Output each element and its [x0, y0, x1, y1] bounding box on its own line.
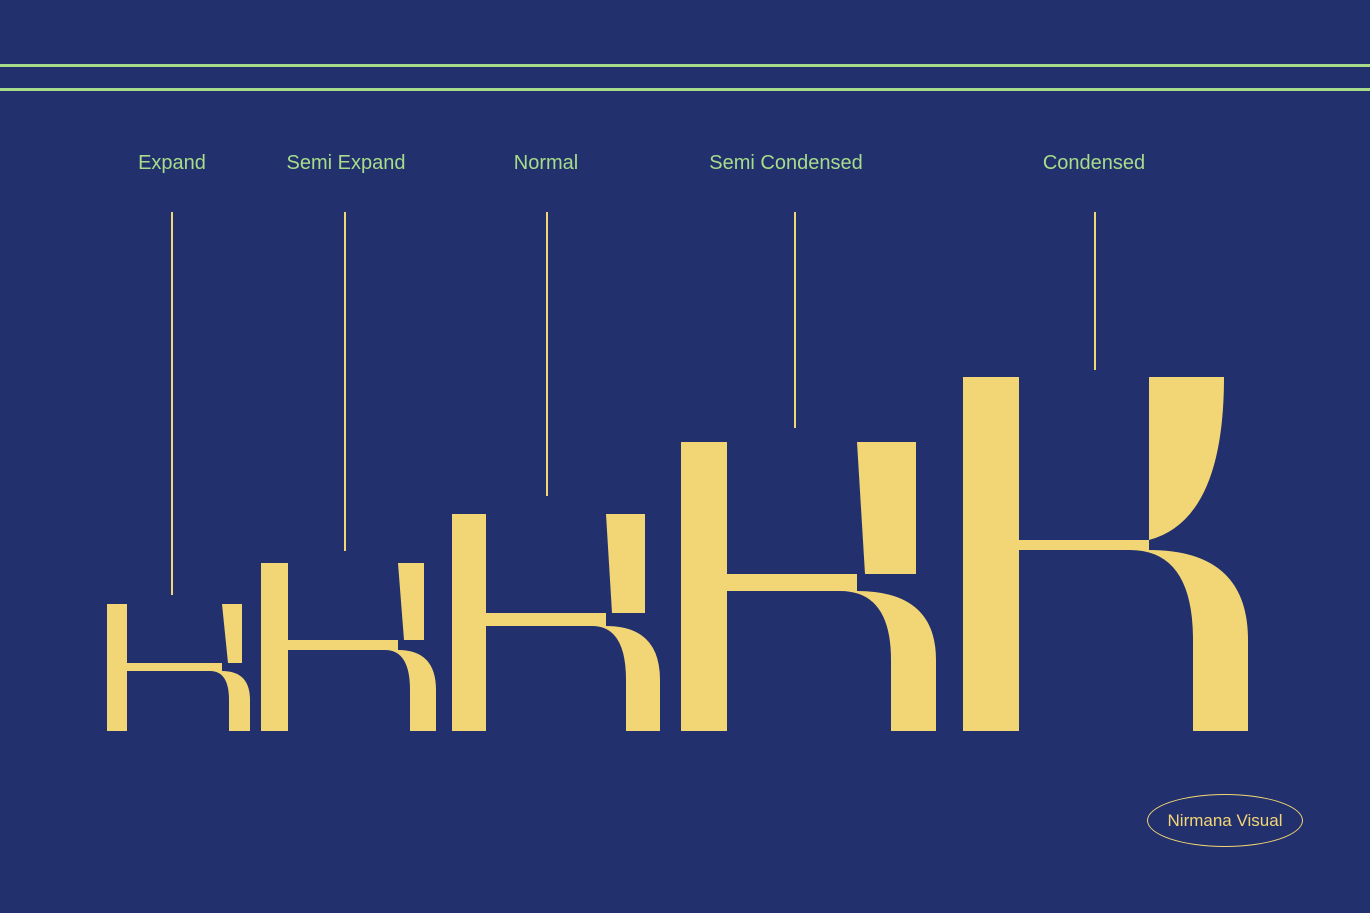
glyph-k-semi-expand	[261, 563, 436, 731]
glyph-k-expand	[107, 604, 250, 731]
brand-name: Nirmana Visual	[1167, 810, 1283, 830]
leader-line-semi-condensed	[794, 212, 796, 428]
glyph-k-semi-condensed	[681, 442, 936, 731]
top-rule	[0, 64, 1370, 67]
label-expand: Expand	[138, 152, 206, 174]
leader-line-condensed	[1094, 212, 1096, 370]
leader-line-semi-expand	[344, 212, 346, 551]
second-rule	[0, 88, 1370, 91]
leader-line-expand	[171, 212, 173, 595]
brand-badge: Nirmana Visual	[1147, 794, 1303, 847]
label-semi-condensed: Semi Condensed	[709, 152, 863, 174]
leader-line-normal	[546, 212, 548, 496]
label-normal: Normal	[513, 152, 579, 174]
label-condensed: Condensed	[1042, 152, 1146, 174]
glyph-k-normal	[452, 514, 660, 731]
label-semi-expand: Semi Expand	[286, 152, 406, 174]
glyph-k-condensed	[963, 377, 1248, 731]
